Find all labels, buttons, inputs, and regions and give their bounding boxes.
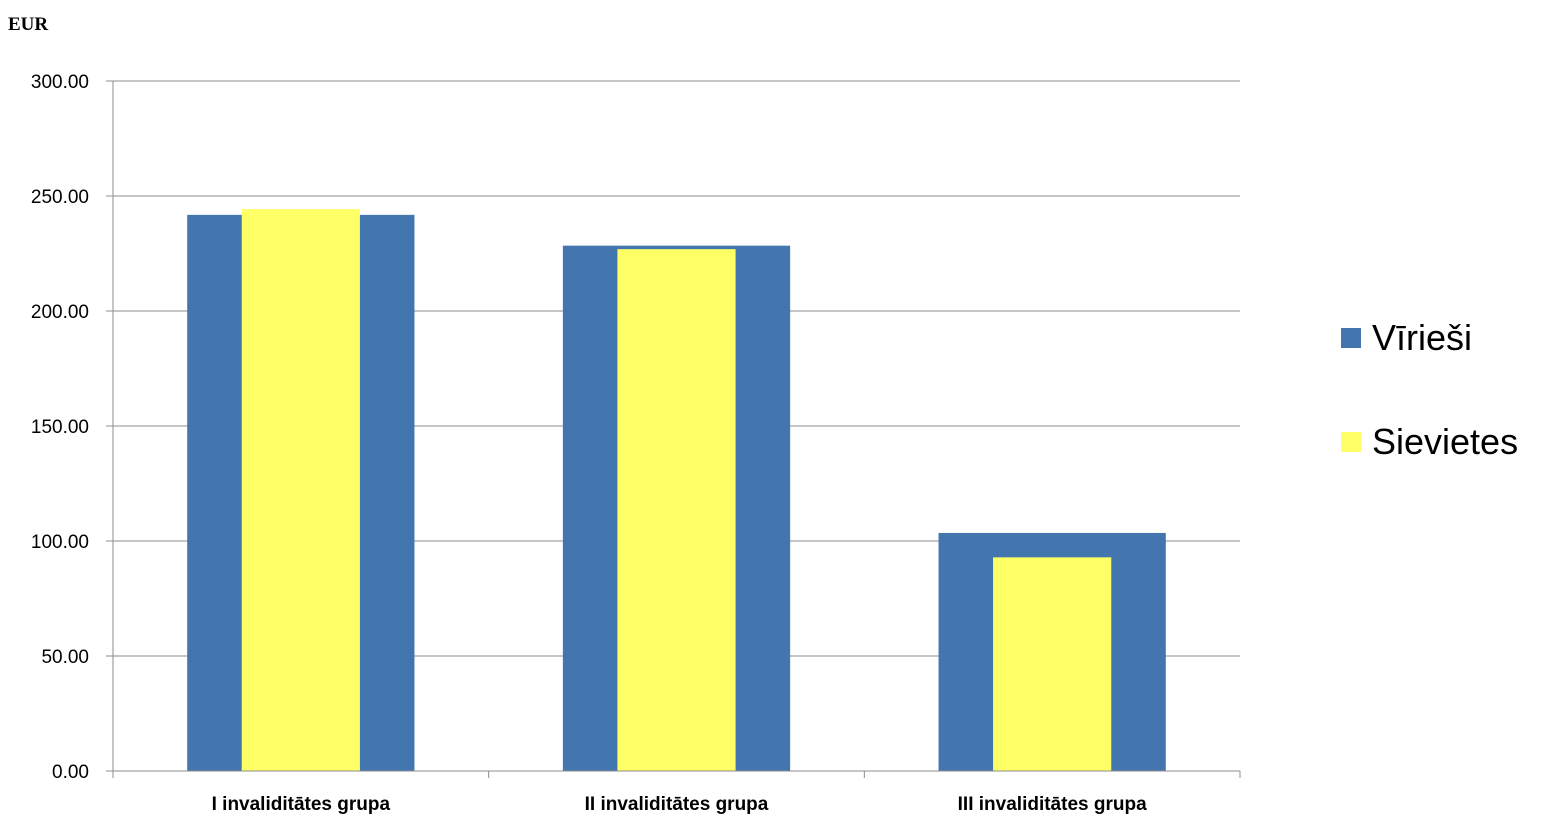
bar-series2	[617, 249, 736, 771]
axes	[106, 80, 1241, 778]
y-tick-label: 50.00	[41, 647, 89, 668]
y-tick-label: 150.00	[31, 417, 89, 438]
y-tick-label: 0.00	[52, 762, 89, 783]
category-label: II invaliditātes grupa	[585, 794, 769, 815]
category-label: I invaliditātes grupa	[212, 794, 391, 815]
y-tick-label: 200.00	[31, 302, 89, 323]
legend[interactable]: Vīrieši Sievietes	[1341, 317, 1518, 462]
legend-swatch	[1341, 432, 1361, 452]
category-labels: I invaliditātes grupa II invaliditātes gr…	[212, 794, 1147, 815]
legend-label: Sievietes	[1372, 421, 1518, 462]
y-tick-label: 250.00	[31, 187, 89, 208]
y-tick-label: 300.00	[31, 72, 89, 93]
legend-label: Vīrieši	[1372, 317, 1472, 358]
unit-label: EUR	[8, 14, 49, 35]
y-tick-label: 100.00	[31, 532, 89, 553]
bar-series2	[241, 209, 360, 772]
bar-series2	[993, 557, 1112, 771]
category-label: III invaliditātes grupa	[958, 794, 1147, 815]
y-tick-labels: 0.00 50.00 100.00 150.00 200.00 250.00 300.00	[31, 72, 89, 783]
bars	[187, 209, 1166, 772]
legend-swatch	[1341, 328, 1361, 348]
